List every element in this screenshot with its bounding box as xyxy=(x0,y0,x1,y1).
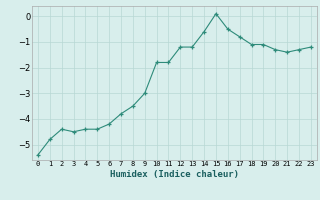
X-axis label: Humidex (Indice chaleur): Humidex (Indice chaleur) xyxy=(110,170,239,179)
